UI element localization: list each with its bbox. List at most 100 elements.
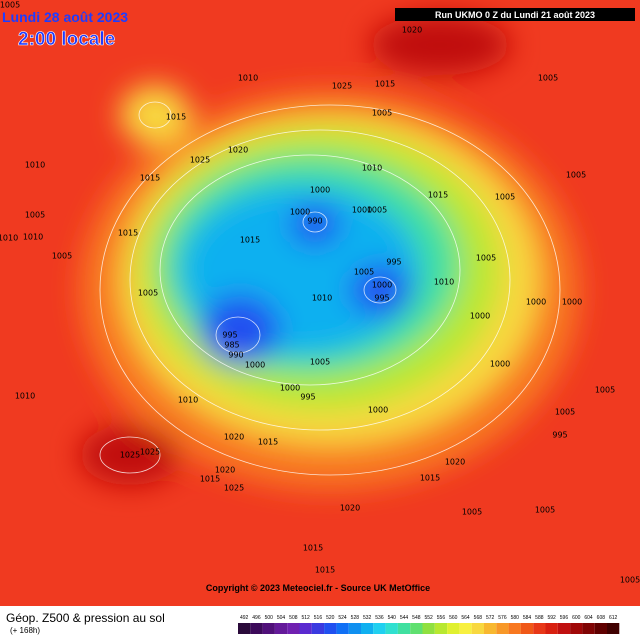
valid-date: Lundi 28 août 2023 [2, 9, 128, 25]
isobar-label: 995 [386, 258, 401, 267]
isobar-label: 1015 [258, 438, 278, 447]
isobar-label: 1005 [367, 206, 387, 215]
isobar-label: 1005 [138, 289, 158, 298]
colorbar-label: 552 [424, 615, 433, 621]
isobar-label: 1005 [495, 193, 515, 202]
isobar-label: 1005 [566, 171, 586, 180]
isobar-label: 1025 [332, 82, 352, 91]
isobar-label: 1000 [352, 206, 372, 215]
colorbar-swatch [385, 623, 398, 634]
colorbar-label: 508 [289, 615, 298, 621]
footer-title: Géop. Z500 & pression au sol [6, 611, 165, 625]
isobar-label: 990 [307, 217, 322, 226]
footer-lead: (+ 168h) [10, 626, 40, 635]
isobar-label: 1015 [315, 566, 335, 575]
isobar-label: 1010 [434, 278, 454, 287]
isobar-label: 1010 [25, 161, 45, 170]
isobar-label: 1010 [312, 294, 332, 303]
isobar-label: 1025 [224, 484, 244, 493]
isobar-label: 1010 [0, 234, 18, 243]
isobar-label: 985 [224, 341, 239, 350]
isobar-labels: 1005 1020 1010 1025 1015 1005 1015 1005 1025 1020… [0, 1, 640, 585]
colorbar-label: 504 [277, 615, 286, 621]
isobar-label: 1015 [303, 544, 323, 553]
isobar-label: 1000 [470, 312, 490, 321]
isobar-label: 1000 [245, 361, 265, 370]
isobar-label: 995 [552, 431, 567, 440]
colorbar-label: 564 [461, 615, 470, 621]
local-time: 2:00 locale [18, 29, 115, 50]
colorbar-swatch [324, 623, 337, 634]
colorbar-swatch [287, 623, 300, 634]
map-field [0, 0, 640, 610]
isobar-label: 1005 [25, 211, 45, 220]
isobar-label: 1015 [240, 236, 260, 245]
isobar-label: 1000 [290, 208, 310, 217]
colorbar-label: 580 [511, 615, 520, 621]
colorbar-label: 600 [572, 615, 581, 621]
colorbar-swatch [311, 623, 325, 634]
isobar-label: 1020 [402, 26, 422, 35]
colorbar-swatch [607, 623, 620, 634]
colorbar-swatch [471, 623, 484, 634]
run-label: Run UKMO 0 Z du Lundi 21 août 2023 [435, 10, 595, 20]
isobar-label: 1020 [228, 146, 248, 155]
colorbar-swatch [582, 623, 595, 634]
isobar-label: 1015 [118, 229, 138, 238]
colorbar-label: 604 [584, 615, 593, 621]
isobar-label: 995 [300, 393, 315, 402]
colorbar-label: 520 [326, 615, 335, 621]
isobar-label: 1000 [526, 298, 546, 307]
colorbar-label: 524 [338, 615, 347, 621]
colorbar-label: 492 [240, 615, 249, 621]
colorbar-label: 532 [363, 615, 372, 621]
colorbar-label: 608 [597, 615, 606, 621]
isobar-label: 1025 [140, 448, 160, 457]
isobar-label: 1020 [215, 466, 235, 475]
colorbar-swatch [397, 623, 411, 634]
colorbar-label: 568 [474, 615, 483, 621]
isobar-label: 1020 [340, 504, 360, 513]
isobar-label: 1010 [362, 164, 382, 173]
colorbar-label: 500 [265, 615, 274, 621]
isobar-label: 1000 [490, 360, 510, 369]
isobar-label: 1015 [140, 174, 160, 183]
colorbar-label: 592 [547, 615, 556, 621]
colorbar-swatch [533, 623, 546, 634]
colorbar-label: 548 [412, 615, 421, 621]
isobar-label: 1005 [595, 386, 615, 395]
colorbar-label: 536 [375, 615, 384, 621]
isobar-label: 1015 [200, 475, 220, 484]
isobar-label: 1010 [238, 74, 258, 83]
colorbar-swatch [250, 623, 263, 634]
colorbar-swatch [410, 623, 423, 634]
colorbar-label: 516 [314, 615, 323, 621]
colorbar-label: 528 [351, 615, 360, 621]
isobar-label: 1005 [372, 109, 392, 118]
copyright: Copyright © 2023 Meteociel.fr - Source U… [206, 583, 430, 593]
isobar-label: 1005 [354, 268, 374, 277]
isobar-label: 1005 [555, 408, 575, 417]
colorbar-swatch [594, 623, 607, 634]
run-box [395, 8, 635, 21]
colorbar-label: 588 [535, 615, 544, 621]
isobar-label: 1005 [535, 506, 555, 515]
isobar-label: 1000 [368, 406, 388, 415]
isobar-label: 1010 [23, 233, 43, 242]
colorbar-swatch [484, 623, 497, 634]
colorbar-swatch [262, 623, 275, 634]
colorbar-label: 572 [486, 615, 495, 621]
colorbar-swatch [447, 623, 460, 634]
isobar-label: 1025 [190, 156, 210, 165]
colorbar-label: 612 [609, 615, 618, 621]
isobar-label: 1000 [372, 281, 392, 290]
isobar-label: 1005 [52, 252, 72, 261]
colorbar-label: 512 [301, 615, 310, 621]
colorbar: 492 496 500 504 508 512 516 520 524 528 532 536 540 5… [238, 615, 620, 634]
isobar-label: 1015 [375, 80, 395, 89]
colorbar-label: 576 [498, 615, 507, 621]
colorbar-label: 556 [437, 615, 446, 621]
colorbar-label: 560 [449, 615, 458, 621]
isobar-label: 1005 [0, 1, 20, 10]
